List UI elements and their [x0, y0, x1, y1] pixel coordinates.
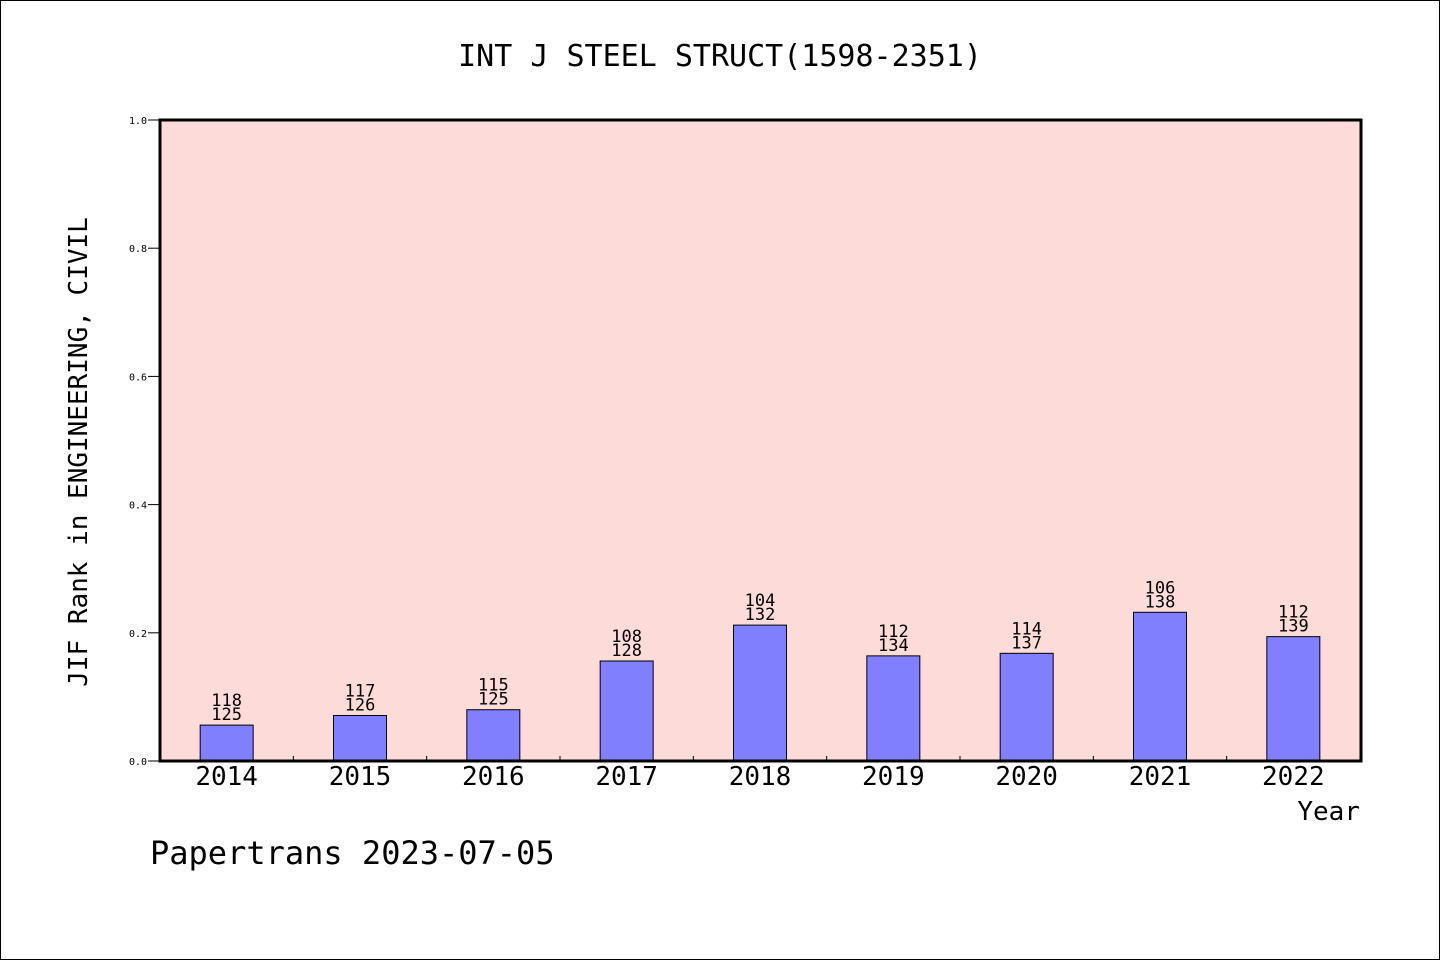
- bar-rank-label: 117: [345, 681, 376, 701]
- bar-rank-label: 118: [211, 691, 242, 711]
- y-tick-label: 1.0: [129, 116, 147, 127]
- bar-total-label: 138: [1145, 592, 1176, 612]
- bar-rank-label: 104: [745, 591, 776, 611]
- bar-2019: [866, 655, 921, 762]
- bar-2018: [733, 624, 787, 762]
- y-axis-label: JIF Rank in ENGINEERING, CIVIL: [64, 217, 94, 687]
- bar-total-label: 128: [611, 641, 642, 661]
- y-tick-label: 0.6: [129, 372, 147, 383]
- bar-2014: [199, 724, 254, 762]
- bar-2015: [333, 714, 387, 762]
- x-tick-label: 2015: [329, 762, 392, 792]
- bars: 1181251171261151251081281041321121341141…: [199, 578, 1321, 762]
- bar-total-label: 132: [745, 605, 776, 625]
- bar-rank-label: 112: [1278, 603, 1309, 623]
- bar-total-label: 125: [478, 690, 509, 710]
- footer-text: Papertrans 2023-07-05: [150, 834, 555, 872]
- plot-border: [158, 118, 1363, 763]
- x-tick-label: 2020: [995, 762, 1058, 792]
- y-tick-label: 0.8: [129, 244, 147, 255]
- bar-total-label: 126: [345, 695, 376, 715]
- x-tick-label: 2017: [595, 762, 658, 792]
- bar-total-label: 139: [1278, 617, 1309, 637]
- x-tick-label: 2014: [195, 762, 258, 792]
- bar-rank-label: 114: [1011, 619, 1042, 639]
- x-tick-label: 2016: [462, 762, 525, 792]
- bar-rank-label: 115: [478, 676, 509, 696]
- bar-total-label: 137: [1011, 633, 1042, 653]
- x-tick-label: 2018: [729, 762, 792, 792]
- x-axis-label: Year: [1297, 797, 1360, 827]
- bar-rank-label: 112: [878, 622, 909, 642]
- y-tick-label: 0.0: [129, 757, 147, 768]
- bar-rank-label: 108: [611, 627, 642, 647]
- chart-title: INT J STEEL STRUCT(1598-2351): [458, 39, 982, 74]
- bar-total-label: 134: [878, 636, 909, 656]
- bar-rank-label: 106: [1145, 578, 1176, 598]
- x-tick-label: 2021: [1129, 762, 1192, 792]
- x-tick-label: 2022: [1262, 762, 1325, 792]
- x-tick-label: 2019: [862, 762, 925, 792]
- bar-2017: [599, 660, 654, 762]
- bar-2020: [999, 652, 1054, 762]
- bar-2016: [466, 709, 521, 762]
- bar-2021: [1133, 611, 1187, 762]
- y-tick-label: 0.4: [129, 501, 147, 512]
- x-axis: 2014 2015 2016 2017 2018 2019 2020 2021 2022: [195, 756, 1325, 792]
- y-tick-label: 0.2: [129, 629, 147, 640]
- y-axis: 0.0 0.2 0.4 0.6 0.8 1.0: [129, 116, 160, 768]
- bar-total-label: 125: [211, 705, 242, 725]
- bar-2022: [1266, 636, 1321, 762]
